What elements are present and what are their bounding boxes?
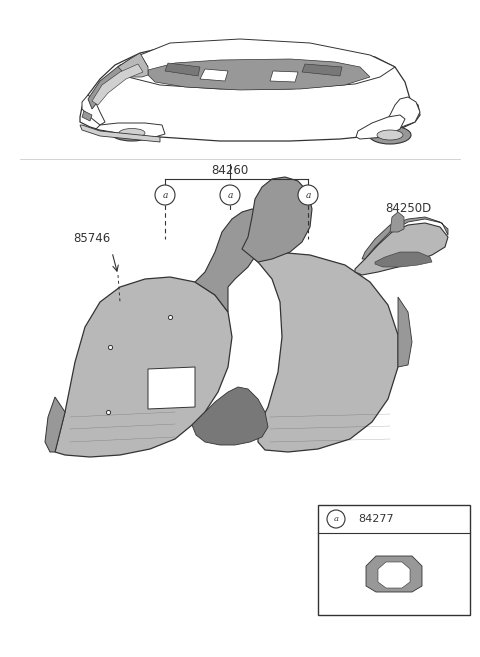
Polygon shape [80,41,420,141]
Ellipse shape [119,129,145,137]
Polygon shape [55,277,232,457]
Circle shape [298,185,318,205]
Text: 85746: 85746 [73,233,110,246]
Polygon shape [82,111,92,121]
Polygon shape [192,387,268,445]
Circle shape [155,185,175,205]
Ellipse shape [369,126,411,144]
Polygon shape [355,223,448,275]
Text: a: a [162,191,168,200]
Text: a: a [334,515,338,523]
Polygon shape [380,97,420,135]
Polygon shape [80,125,160,142]
Polygon shape [148,367,195,409]
Ellipse shape [377,130,403,140]
Ellipse shape [111,125,153,141]
Polygon shape [148,59,370,90]
Polygon shape [378,562,410,588]
Polygon shape [165,63,200,76]
Circle shape [220,185,240,205]
Circle shape [327,510,345,528]
Polygon shape [398,297,412,367]
Polygon shape [270,71,298,82]
Polygon shape [118,53,148,77]
Text: a: a [305,191,311,200]
Polygon shape [200,69,228,81]
Polygon shape [362,217,448,259]
Text: 84260: 84260 [211,164,249,177]
Polygon shape [195,209,265,312]
Text: 84250D: 84250D [385,202,431,215]
Text: 84277: 84277 [358,514,394,524]
Polygon shape [82,95,105,125]
Polygon shape [375,252,432,267]
Text: a: a [228,191,233,200]
Polygon shape [356,115,405,139]
Polygon shape [242,249,398,452]
Bar [318,505,470,615]
Polygon shape [242,177,312,262]
Polygon shape [92,64,143,105]
Polygon shape [366,556,422,592]
Polygon shape [118,39,395,89]
Polygon shape [88,57,148,109]
Polygon shape [45,397,65,452]
Polygon shape [302,64,342,76]
Polygon shape [390,212,404,232]
Polygon shape [96,123,165,137]
